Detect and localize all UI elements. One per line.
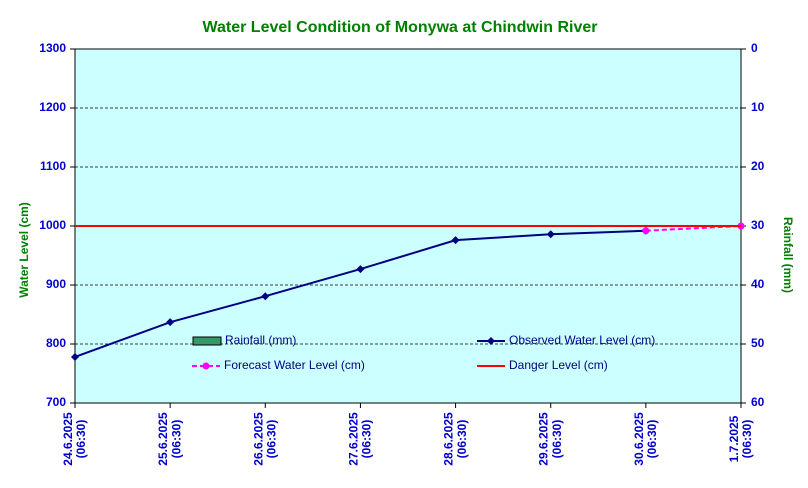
y-tick-label: 1300 xyxy=(39,41,66,55)
y-tick-label: 700 xyxy=(46,395,66,409)
x-tick-label-line: (06:30) xyxy=(550,420,564,459)
x-tick-label: 29.6.2025(06:30) xyxy=(537,412,564,466)
x-tick-label: 30.6.2025(06:30) xyxy=(632,412,659,466)
x-tick-label-line: (06:30) xyxy=(645,420,659,459)
y-tick-label: 800 xyxy=(46,336,66,350)
x-tick-label-line: 26.6.2025 xyxy=(251,412,265,466)
legend-label: Rainfall (mm) xyxy=(225,333,296,347)
x-tick-label-line: 27.6.2025 xyxy=(347,412,361,466)
legend-label: Forecast Water Level (cm) xyxy=(224,358,365,372)
x-tick-label-line: (06:30) xyxy=(74,420,88,459)
y-tick-label: 1100 xyxy=(40,159,66,173)
x-tick-label-line: (06:30) xyxy=(740,420,754,459)
legend-label: Observed Water Level (cm) xyxy=(509,333,655,347)
y2-axis-label: Rainfall (mm) xyxy=(781,217,795,293)
x-tick-label-line: 1.7.2025 xyxy=(727,415,741,462)
x-tick-label: 27.6.2025(06:30) xyxy=(347,412,374,466)
y2-tick-label: 50 xyxy=(751,336,765,350)
marker xyxy=(166,318,175,327)
marker xyxy=(356,265,365,274)
x-tick-label-line: (06:30) xyxy=(265,420,279,459)
y-tick-label: 900 xyxy=(46,277,66,291)
x-tick-label: 1.7.2025(06:30) xyxy=(727,415,754,462)
x-tick-label-line: (06:30) xyxy=(170,420,184,459)
x-tick-label: 25.6.2025(06:30) xyxy=(156,412,183,466)
x-tick-label-line: 30.6.2025 xyxy=(632,412,646,466)
x-tick-label-line: 24.6.2025 xyxy=(61,412,75,466)
y2-tick-label: 0 xyxy=(751,41,758,55)
legend-swatch xyxy=(192,336,222,346)
legend-label: Danger Level (cm) xyxy=(509,358,608,372)
y2-tick-label: 40 xyxy=(751,277,765,291)
y-tick-label: 1200 xyxy=(39,100,66,114)
marker xyxy=(261,292,270,301)
x-tick-label-line: 25.6.2025 xyxy=(156,412,170,466)
x-tick-label: 26.6.2025(06:30) xyxy=(251,412,278,466)
y2-tick-label: 10 xyxy=(751,100,765,114)
chart-title: Water Level Condition of Monywa at Chind… xyxy=(203,19,598,36)
y-tick-label: 1000 xyxy=(39,218,66,232)
x-tick-label-line: 28.6.2025 xyxy=(442,412,456,466)
legend-marker xyxy=(202,362,210,370)
x-tick-label-line: (06:30) xyxy=(360,420,374,459)
marker xyxy=(546,230,555,239)
legend-marker xyxy=(487,337,495,345)
x-tick-label-line: 29.6.2025 xyxy=(537,412,551,466)
marker xyxy=(451,236,460,245)
x-tick-label: 28.6.2025(06:30) xyxy=(442,412,469,466)
y2-tick-label: 60 xyxy=(751,395,765,409)
x-tick-label-line: (06:30) xyxy=(455,420,469,459)
marker xyxy=(642,227,650,235)
y2-tick-label: 30 xyxy=(751,218,765,232)
x-tick-label: 24.6.2025(06:30) xyxy=(61,412,88,466)
y2-tick-label: 20 xyxy=(751,159,765,173)
marker xyxy=(71,352,79,361)
y-axis-label: Water Level (cm) xyxy=(17,202,31,298)
